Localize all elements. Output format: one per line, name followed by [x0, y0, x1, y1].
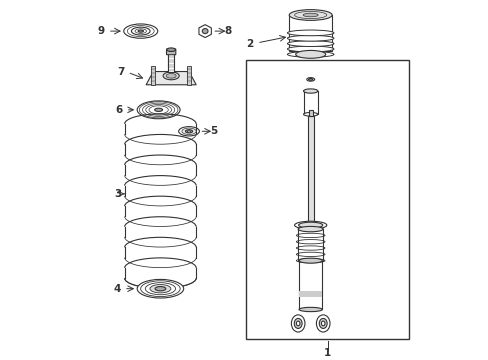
Ellipse shape — [150, 284, 170, 293]
Text: 6: 6 — [116, 105, 122, 115]
Ellipse shape — [137, 101, 180, 119]
Bar — [303, 91, 317, 114]
Ellipse shape — [137, 279, 183, 298]
Ellipse shape — [178, 127, 199, 136]
Polygon shape — [199, 25, 211, 37]
Ellipse shape — [321, 321, 325, 326]
Ellipse shape — [185, 130, 192, 133]
Ellipse shape — [295, 50, 325, 58]
Text: 5: 5 — [210, 126, 217, 136]
Polygon shape — [146, 72, 196, 85]
Ellipse shape — [202, 28, 207, 33]
Ellipse shape — [182, 128, 196, 135]
Bar — [307, 116, 313, 222]
Ellipse shape — [187, 131, 190, 132]
Bar — [187, 66, 190, 85]
Ellipse shape — [287, 41, 333, 46]
Ellipse shape — [306, 78, 314, 81]
Bar — [308, 110, 312, 116]
Text: 8: 8 — [224, 26, 231, 36]
Text: 4: 4 — [114, 284, 121, 294]
Bar — [246, 60, 408, 339]
Ellipse shape — [291, 315, 305, 332]
Ellipse shape — [154, 108, 162, 112]
Text: 1: 1 — [324, 348, 331, 358]
Text: 9: 9 — [98, 26, 105, 36]
Bar — [151, 66, 155, 85]
Ellipse shape — [308, 78, 312, 80]
Ellipse shape — [166, 73, 176, 78]
Bar — [299, 291, 322, 297]
Ellipse shape — [123, 24, 158, 38]
Bar — [288, 15, 331, 51]
Text: 7: 7 — [117, 67, 124, 77]
Ellipse shape — [287, 35, 333, 41]
Ellipse shape — [298, 226, 323, 232]
Ellipse shape — [138, 30, 143, 32]
Ellipse shape — [319, 319, 326, 328]
Ellipse shape — [287, 30, 333, 36]
Bar — [168, 52, 174, 72]
Ellipse shape — [298, 222, 322, 228]
Ellipse shape — [287, 51, 333, 57]
Text: 3: 3 — [114, 189, 121, 199]
Ellipse shape — [294, 319, 302, 328]
Ellipse shape — [303, 112, 317, 116]
Ellipse shape — [163, 72, 179, 80]
Ellipse shape — [166, 48, 175, 51]
Ellipse shape — [288, 10, 331, 21]
Text: 2: 2 — [246, 39, 253, 49]
Bar — [298, 229, 323, 261]
Bar — [299, 261, 322, 310]
Ellipse shape — [303, 89, 317, 93]
Ellipse shape — [287, 46, 333, 52]
Ellipse shape — [131, 27, 150, 35]
FancyBboxPatch shape — [166, 49, 176, 55]
Ellipse shape — [155, 287, 165, 291]
Ellipse shape — [303, 13, 318, 17]
Ellipse shape — [299, 258, 322, 263]
Ellipse shape — [316, 315, 329, 332]
Ellipse shape — [299, 307, 322, 312]
Ellipse shape — [294, 221, 326, 229]
Ellipse shape — [296, 321, 299, 326]
